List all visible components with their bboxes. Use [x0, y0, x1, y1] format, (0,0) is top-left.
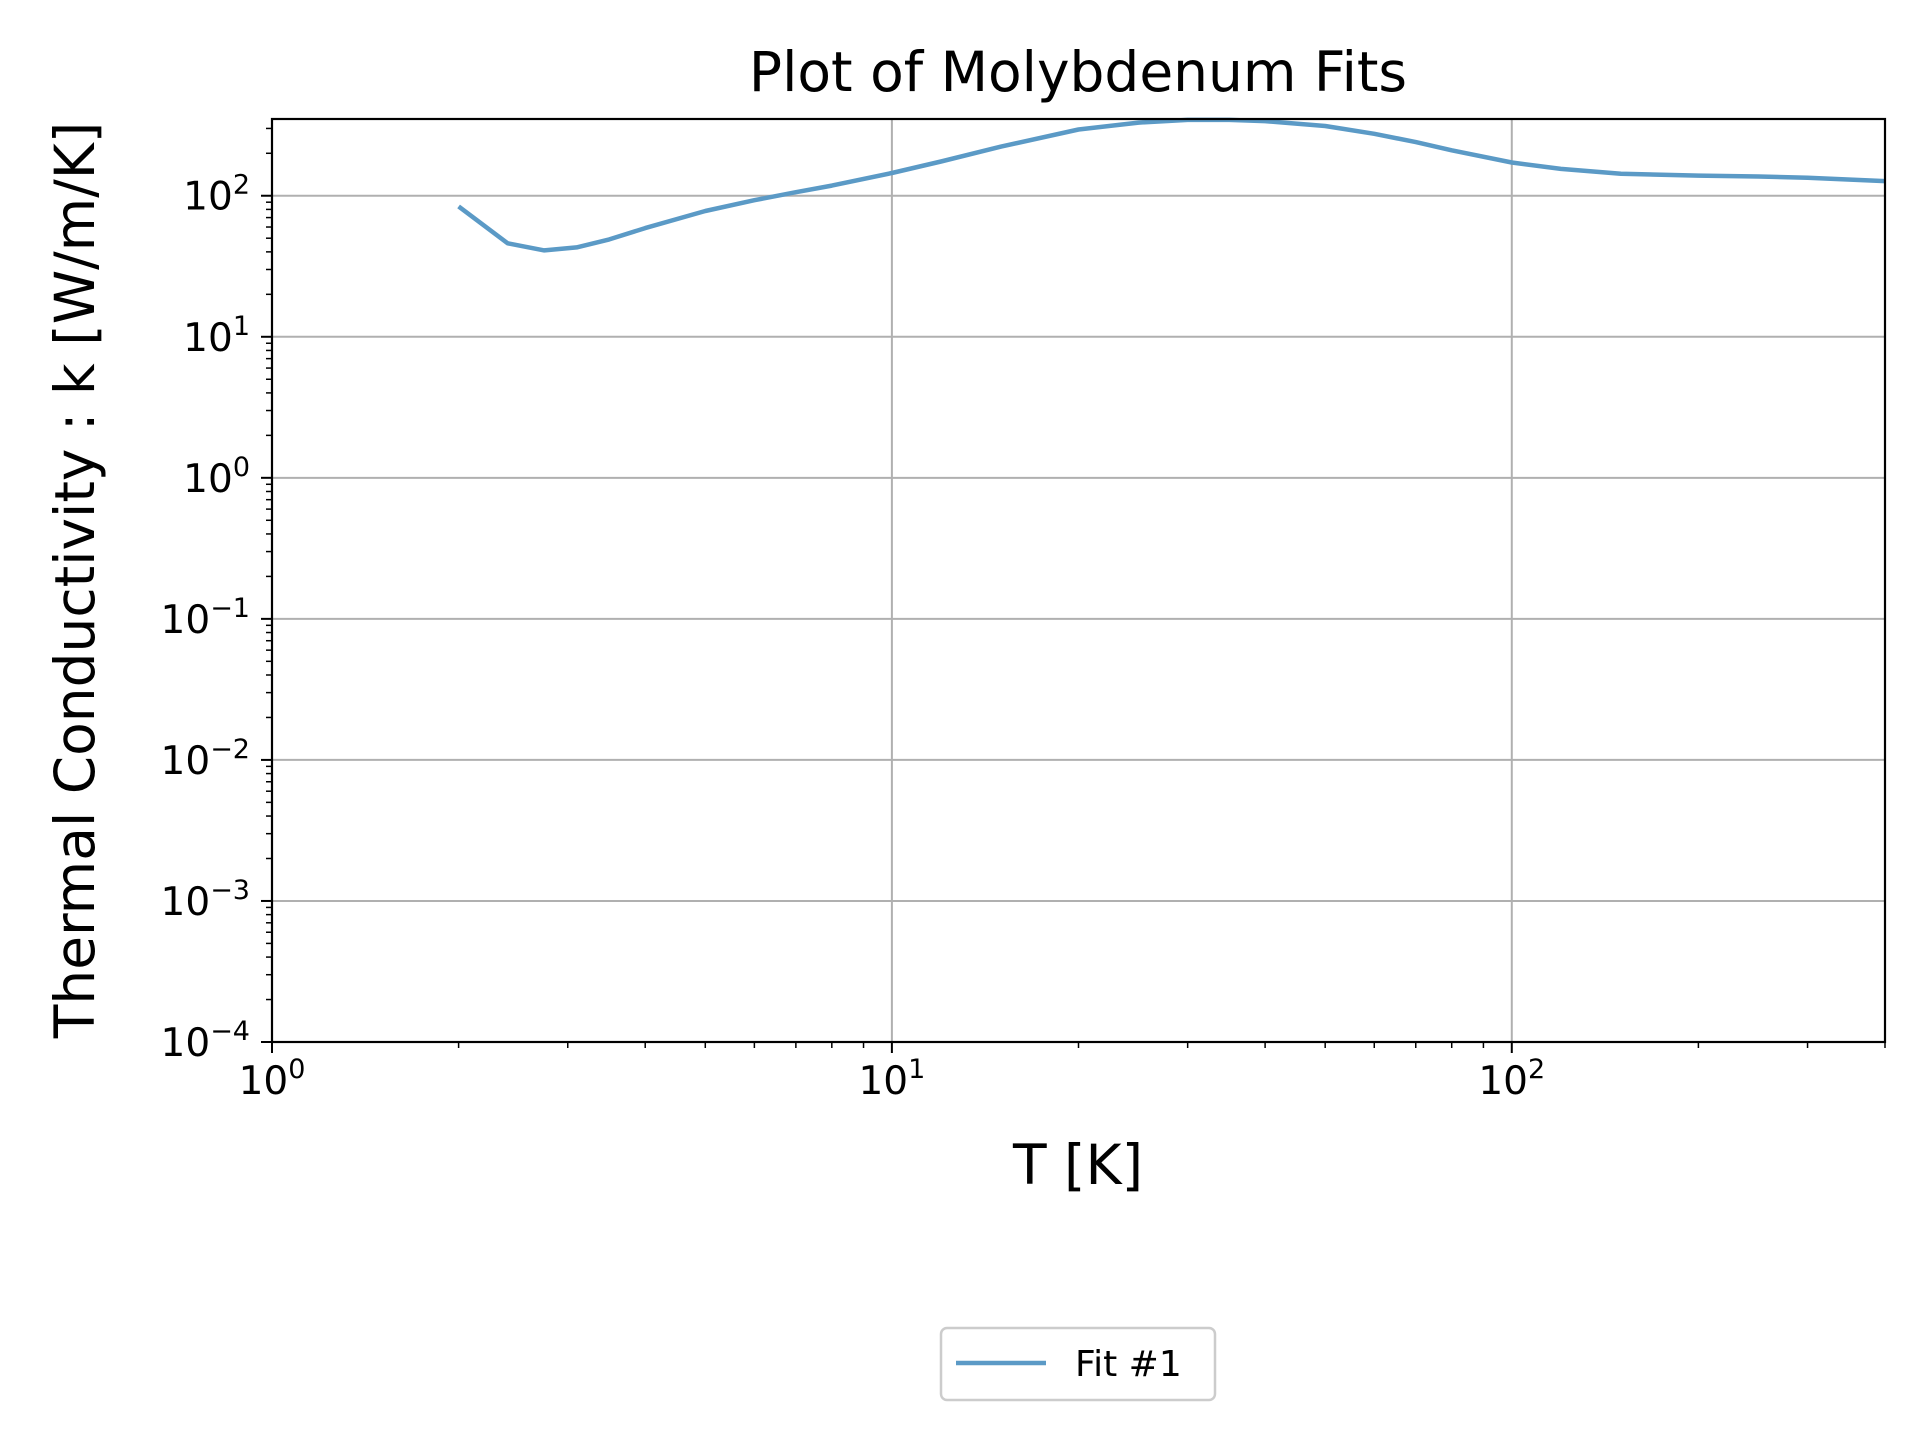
y-tick-label: 10−4: [161, 1016, 250, 1066]
y-tick-label: 100: [183, 452, 250, 502]
y-tick-label: 101: [183, 311, 250, 361]
series-line: [457, 117, 1886, 253]
x-tick-label: 102: [1478, 1054, 1545, 1104]
y-tick-label: 10−1: [161, 593, 250, 643]
chart-title: Plot of Molybdenum Fits: [749, 40, 1407, 104]
y-tick-label: 10−2: [161, 734, 250, 784]
x-tick-label: 100: [239, 1054, 306, 1104]
y-tick-label: 102: [183, 170, 250, 220]
legend-box: [939, 1326, 1217, 1402]
x-tick-label: 101: [858, 1054, 925, 1104]
plot-lines: [457, 117, 1886, 253]
ticks: 100 101 102 10−4 10−3 10−2 10−1 100 101 102: [161, 127, 1886, 1104]
legend: Fit #1: [939, 1326, 1217, 1402]
x-axis-label: T [K]: [1012, 1133, 1143, 1197]
y-tick-label: 10−3: [161, 875, 250, 925]
legend-label: Fit #1: [1075, 1344, 1182, 1385]
y-axis-label: Thermal Conductivity : k [W/m/K]: [43, 122, 107, 1040]
